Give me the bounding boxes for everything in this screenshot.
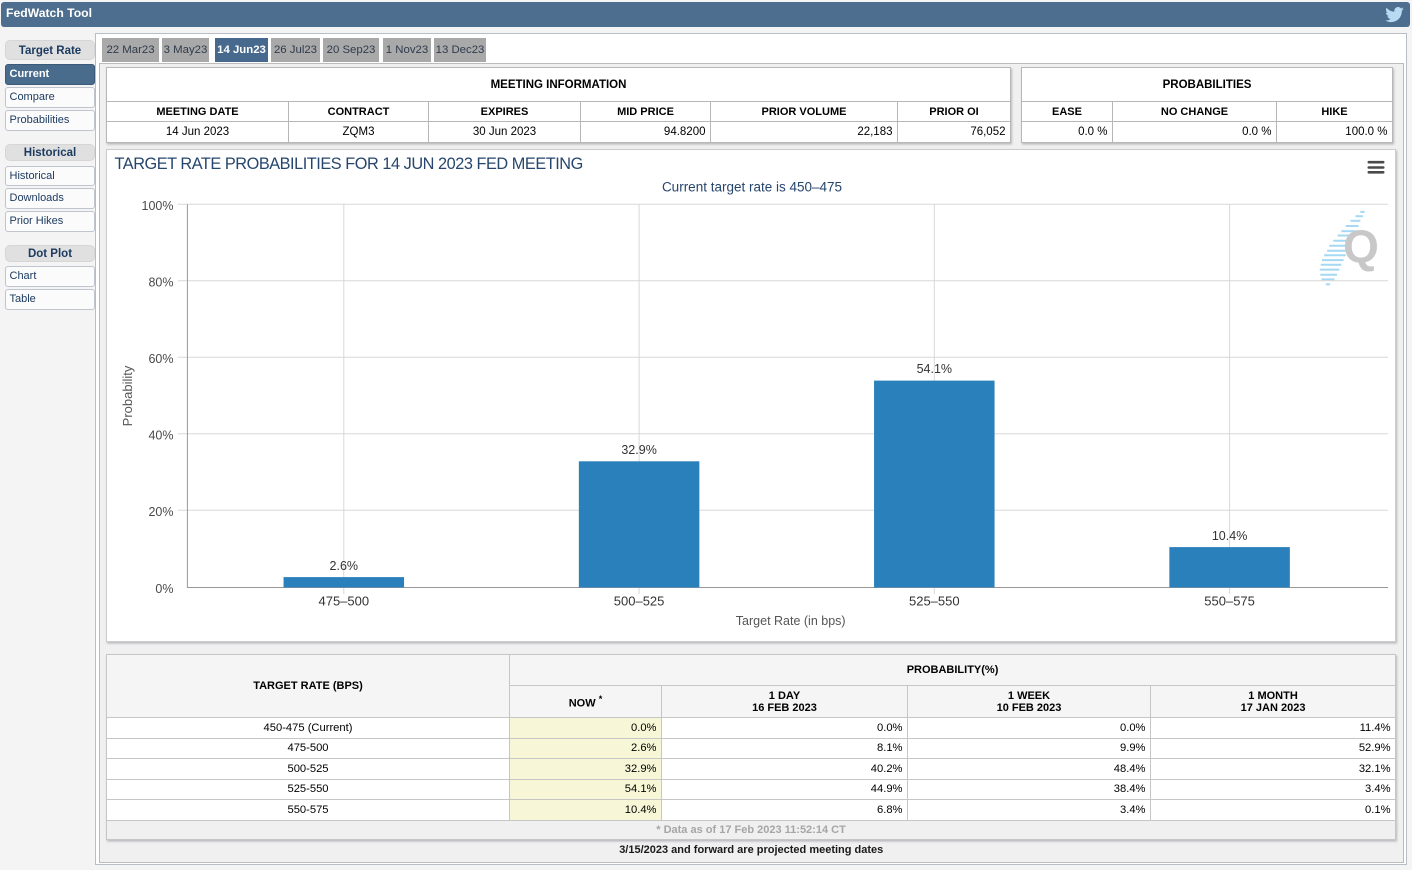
svg-text:100%: 100%: [142, 199, 174, 213]
svg-text:0%: 0%: [155, 582, 173, 596]
svg-text:550–575: 550–575: [1204, 594, 1255, 609]
svg-text:2.6%: 2.6%: [330, 559, 359, 573]
svg-text:Probability: Probability: [120, 365, 135, 426]
svg-text:32.9%: 32.9%: [621, 443, 656, 457]
svg-text:Current target rate is 450–475: Current target rate is 450–475: [662, 180, 842, 195]
svg-text:475–500: 475–500: [318, 594, 369, 609]
svg-text:80%: 80%: [148, 275, 173, 289]
svg-text:40%: 40%: [148, 428, 173, 442]
svg-text:54.1%: 54.1%: [917, 362, 952, 376]
svg-text:20%: 20%: [148, 505, 173, 519]
svg-text:Target Rate (in bps): Target Rate (in bps): [736, 614, 846, 628]
svg-text:10.4%: 10.4%: [1212, 529, 1247, 543]
svg-text:TARGET RATE PROBABILITIES FOR: TARGET RATE PROBABILITIES FOR 14 JUN 202…: [115, 155, 583, 173]
svg-text:60%: 60%: [148, 352, 173, 366]
svg-text:Q: Q: [1343, 221, 1379, 273]
svg-text:525–550: 525–550: [909, 594, 960, 609]
svg-text:500–525: 500–525: [614, 594, 665, 609]
